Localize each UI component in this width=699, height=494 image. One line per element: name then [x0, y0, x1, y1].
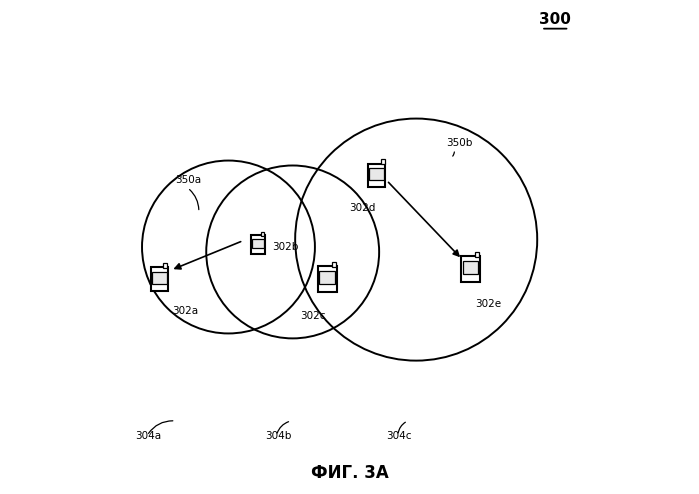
Bar	[252, 235, 265, 254]
Bar	[261, 232, 264, 236]
Text: 302d: 302d	[350, 203, 376, 212]
Bar	[381, 160, 384, 164]
Text: 304b: 304b	[266, 431, 292, 441]
Text: 350b: 350b	[446, 138, 473, 148]
Bar	[252, 239, 264, 248]
Bar	[332, 262, 336, 267]
Bar	[164, 263, 167, 268]
Text: 300: 300	[538, 12, 570, 27]
Text: 304c: 304c	[387, 431, 412, 441]
Text: 302a: 302a	[172, 306, 198, 316]
Bar	[475, 252, 479, 257]
Text: 350a: 350a	[175, 175, 202, 185]
Bar	[368, 164, 385, 187]
Text: ФИГ. 3А: ФИГ. 3А	[310, 464, 389, 482]
Text: 302b: 302b	[272, 242, 298, 252]
Bar	[369, 168, 384, 180]
Text: 304a: 304a	[136, 431, 161, 441]
Text: 302c: 302c	[300, 311, 326, 321]
Bar	[461, 256, 480, 282]
Bar	[463, 261, 479, 274]
Bar	[318, 266, 336, 292]
Text: 302e: 302e	[475, 299, 502, 309]
Bar	[319, 271, 336, 284]
Bar	[152, 272, 166, 284]
Bar	[151, 267, 168, 291]
